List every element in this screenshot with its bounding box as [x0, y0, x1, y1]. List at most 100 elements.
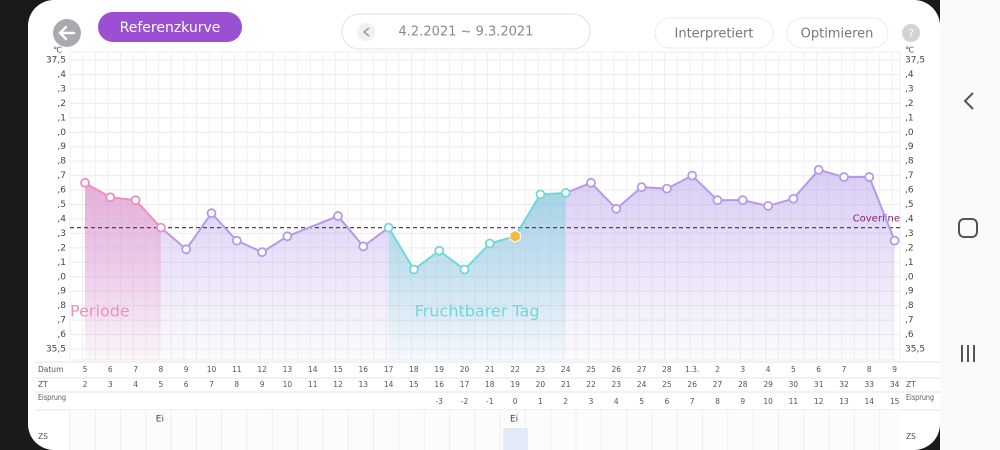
- ovulation-day: 13: [839, 397, 849, 406]
- tab-interpreted[interactable]: Interpretiert: [654, 17, 774, 49]
- y-tick-label-right: ,7: [905, 171, 914, 181]
- ovulation-day: -2: [461, 397, 469, 406]
- chart: 37,5 37,5,4,4,3,3,2,2,1,1,0,0,9,9,8,8,7,7…: [35, 46, 940, 450]
- help-button[interactable]: ?: [902, 24, 920, 42]
- y-tick-label: ,1: [57, 113, 66, 123]
- line-segment: [210, 212, 238, 242]
- point: [813, 164, 824, 175]
- cycle-day: 7: [209, 380, 214, 389]
- x-tick-label: 17: [384, 365, 394, 374]
- line-segment: [261, 235, 288, 254]
- ovulation-day: 4: [614, 397, 619, 406]
- x-tick-label: 5: [791, 365, 796, 374]
- x-tick-label: 9: [184, 365, 189, 374]
- ovulation-day: 10: [763, 397, 773, 406]
- back-button[interactable]: [53, 19, 81, 47]
- date-range[interactable]: 4.2.2021 ~ 9.3.2021: [341, 13, 591, 50]
- x-tick-label: 1.3.: [685, 365, 699, 374]
- y-tick-label: ,8: [57, 301, 66, 311]
- cycle-day: 17: [460, 380, 470, 389]
- row-label: ZT: [38, 380, 48, 389]
- x-tick-label: 18: [409, 365, 419, 374]
- point: [889, 235, 900, 246]
- line-segment: [463, 242, 491, 271]
- ovulation-day: 1: [538, 397, 543, 406]
- x-tick-label: 21: [485, 365, 495, 374]
- y-tick-label-right: ,9: [905, 287, 914, 297]
- y-tick-label: ,0: [57, 128, 66, 138]
- x-tick-label: 27: [637, 365, 647, 374]
- y-tick-label-right: ,6: [905, 330, 914, 340]
- point: [788, 193, 799, 204]
- x-tick-label: 20: [460, 365, 470, 374]
- row-label: Eisprung: [906, 393, 934, 402]
- x-tick-label: 24: [561, 365, 571, 374]
- cycle-day: 30: [789, 380, 799, 389]
- point: [611, 203, 622, 214]
- point: [864, 172, 875, 182]
- nav-home[interactable]: [958, 218, 978, 238]
- unit-label: ℃: [53, 46, 62, 55]
- nav-recent[interactable]: [961, 345, 975, 362]
- ovulation-day: 14: [865, 397, 875, 406]
- cycle-day: 24: [637, 380, 647, 389]
- point: [333, 211, 343, 221]
- y-tick-label: ,9: [57, 142, 66, 152]
- x-tick-label: 8: [867, 365, 872, 374]
- phase-area: [388, 192, 566, 360]
- y-tick-label: 37,5: [46, 56, 66, 66]
- reference-button-label: Referenzkurve: [120, 20, 221, 36]
- x-tick-label: 25: [586, 365, 596, 374]
- point: [80, 177, 90, 188]
- cycle-day: 14: [384, 380, 394, 389]
- point: [737, 195, 748, 206]
- line-segment: [691, 174, 719, 201]
- line-segment: [160, 226, 187, 251]
- cycle-day: 32: [839, 380, 849, 389]
- point: [560, 188, 571, 198]
- ovulation-day: -3: [435, 397, 443, 406]
- nav-back[interactable]: [963, 92, 974, 110]
- unit-label-right: ℃: [905, 46, 914, 55]
- nav-bar: [940, 0, 1000, 450]
- tab-label: Optimieren: [801, 27, 874, 42]
- reference-button[interactable]: Referenzkurve: [98, 12, 242, 42]
- cycle-day: 31: [814, 380, 824, 389]
- row-label: Eisprung: [38, 393, 66, 402]
- cycle-day: 22: [586, 380, 596, 389]
- point: [434, 245, 445, 256]
- cycle-day: 26: [687, 380, 697, 389]
- x-tick-label: 5: [83, 365, 88, 374]
- cycle-day: 19: [510, 380, 520, 389]
- ovulation-day: 7: [690, 397, 695, 406]
- y-tick-label: ,6: [57, 186, 66, 196]
- y-tick-label-right: ,3: [905, 229, 914, 239]
- ovulation-day: 6: [665, 397, 670, 406]
- cycle-day: 21: [561, 380, 571, 389]
- y-tick-label-right: ,7: [905, 316, 914, 326]
- point: [181, 244, 192, 255]
- y-tick-label: 35,5: [46, 345, 66, 355]
- line-segment: [438, 249, 466, 271]
- ovulation-day: 15: [890, 397, 900, 406]
- cycle-day: 34: [890, 380, 900, 389]
- row-label: ZS: [38, 432, 48, 441]
- highlight-point: [509, 229, 521, 243]
- cycle-day: 4: [133, 380, 138, 389]
- ovulation-day: -1: [486, 397, 494, 406]
- cycle-day: 13: [359, 380, 369, 389]
- y-tick-label: ,7: [57, 316, 66, 326]
- point: [763, 201, 773, 211]
- cycle-day: 5: [159, 380, 164, 389]
- y-tick-label: ,7: [57, 171, 66, 181]
- x-tick-label: 6: [108, 365, 113, 374]
- tab-optimize[interactable]: Optimieren: [786, 17, 889, 49]
- x-tick-label: 3: [740, 365, 745, 374]
- cycle-day: 23: [612, 380, 622, 389]
- bottom-area: [70, 410, 900, 450]
- y-tick-label-right: 35,5: [905, 345, 925, 355]
- point: [358, 241, 369, 252]
- y-tick-label-right: ,9: [905, 142, 914, 152]
- point: [839, 172, 849, 182]
- x-tick-label: 4: [766, 365, 771, 374]
